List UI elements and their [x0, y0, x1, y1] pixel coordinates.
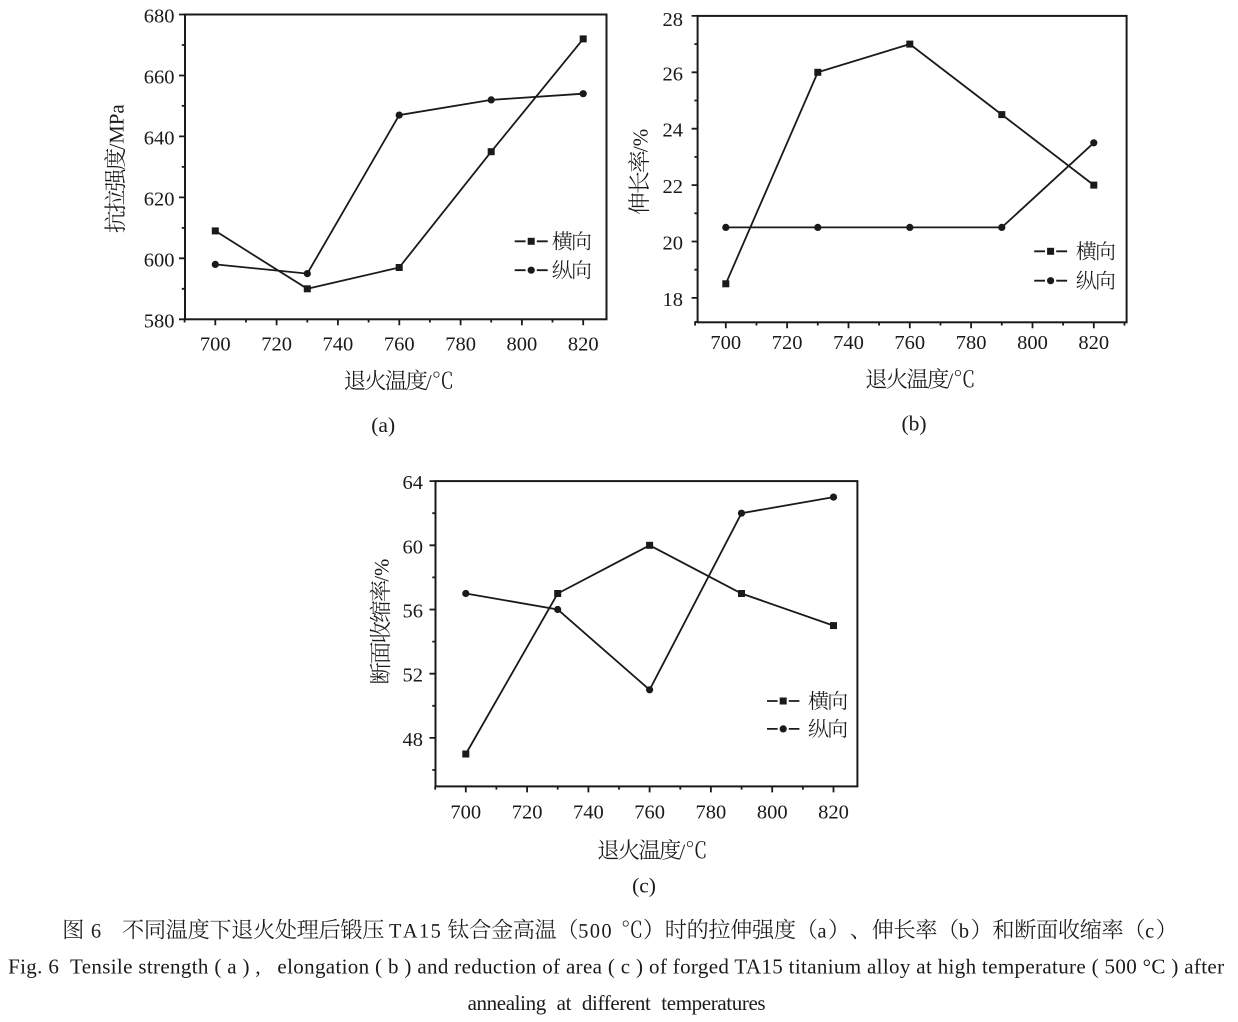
svg-text:700: 700	[200, 334, 231, 356]
svg-text:64: 64	[403, 472, 424, 494]
svg-text:740: 740	[833, 332, 864, 354]
svg-text:720: 720	[772, 332, 803, 354]
svg-text:28: 28	[663, 9, 684, 31]
svg-text:820: 820	[818, 801, 849, 823]
svg-text:720: 720	[261, 334, 292, 356]
svg-text:780: 780	[956, 332, 987, 354]
svg-text:24: 24	[663, 120, 684, 142]
svg-text:780: 780	[696, 801, 727, 823]
svg-text:48: 48	[403, 729, 424, 751]
svg-text:680: 680	[144, 6, 175, 28]
svg-text:580: 580	[144, 310, 175, 332]
svg-text:760: 760	[384, 334, 415, 356]
svg-text:22: 22	[663, 176, 684, 198]
svg-text:(a): (a)	[371, 413, 395, 437]
svg-text:800: 800	[1017, 332, 1048, 354]
svg-text:26: 26	[663, 63, 684, 85]
svg-text:800: 800	[507, 334, 538, 356]
svg-text:700: 700	[450, 801, 481, 823]
svg-text:60: 60	[403, 536, 424, 558]
svg-text:780: 780	[445, 334, 476, 356]
svg-text:740: 740	[573, 801, 604, 823]
svg-text:annealing at different tempera: annealing at different temperatures	[468, 991, 766, 1015]
svg-text:820: 820	[1078, 332, 1109, 354]
svg-text:56: 56	[403, 601, 424, 623]
svg-text:720: 720	[512, 801, 543, 823]
svg-text:(b): (b)	[901, 411, 926, 435]
svg-text:Fig. 6 Tensile strength ( a ): Fig. 6 Tensile strength ( a ) , elongati…	[8, 955, 1224, 979]
svg-text:18: 18	[663, 289, 684, 311]
svg-text:760: 760	[634, 801, 665, 823]
svg-text:800: 800	[757, 801, 788, 823]
svg-text:(c): (c)	[632, 873, 656, 897]
svg-text:740: 740	[323, 334, 354, 356]
svg-text:700: 700	[710, 332, 741, 354]
svg-text:640: 640	[144, 127, 175, 149]
svg-text:52: 52	[403, 665, 424, 687]
svg-text:20: 20	[663, 233, 684, 255]
svg-text:620: 620	[144, 188, 175, 210]
svg-text:660: 660	[144, 67, 175, 89]
svg-text:600: 600	[144, 249, 175, 271]
svg-text:760: 760	[894, 332, 925, 354]
svg-text:820: 820	[568, 334, 599, 356]
